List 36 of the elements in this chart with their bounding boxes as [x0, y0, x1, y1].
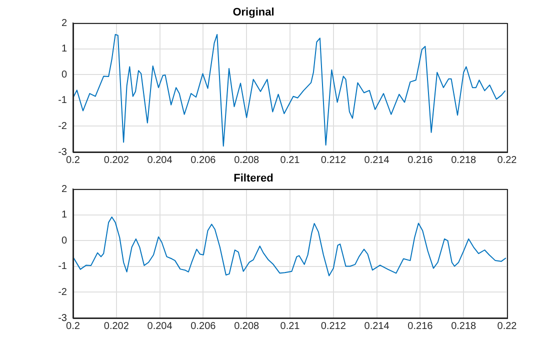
x-tick-label: 0.216 [408, 320, 434, 332]
x-tick-label: 0.21 [280, 320, 300, 332]
x-tick-label: 0.22 [497, 320, 518, 332]
x-tick-label: 0.22 [497, 154, 518, 166]
x-tick-label: 0.21 [280, 154, 300, 166]
x-tick-label: 0.212 [320, 320, 346, 332]
x-tick-label: 0.208 [234, 320, 260, 332]
x-tick-label: 0.212 [320, 154, 346, 166]
y-tick-label: 0 [61, 69, 68, 80]
x-tick-label: 0.208 [234, 154, 260, 166]
chart-title: Filtered [234, 172, 274, 185]
x-tick-label: 0.218 [451, 154, 477, 166]
x-tick-label: 0.2 [66, 154, 80, 166]
y-tick-label: -1 [58, 95, 68, 106]
x-tick-label: 0.214 [364, 154, 390, 166]
y-tick-label: 2 [61, 18, 68, 29]
x-tick-label: 0.202 [104, 320, 130, 332]
y-tick-label: -2 [58, 120, 68, 132]
y-tick-label: -3 [58, 312, 68, 324]
chart-title: Original [232, 6, 274, 19]
y-tick-label: -3 [58, 146, 68, 158]
y-tick-label: 2 [61, 184, 68, 195]
y-tick-label: -1 [58, 261, 68, 272]
x-tick-label: 0.216 [408, 154, 434, 166]
y-tick-label: -2 [58, 286, 68, 298]
y-tick-label: 1 [61, 210, 68, 221]
x-tick-label: 0.218 [451, 320, 477, 332]
x-tick-label: 0.204 [147, 154, 173, 166]
x-tick-label: 0.202 [104, 154, 130, 166]
x-tick-label: 0.2 [66, 320, 80, 332]
y-tick-label: 0 [61, 235, 68, 246]
x-tick-label: 0.206 [190, 320, 216, 332]
x-tick-label: 0.206 [190, 154, 216, 166]
y-tick-label: 1 [61, 44, 68, 55]
x-tick-label: 0.214 [364, 320, 390, 332]
x-tick-label: 0.204 [147, 320, 173, 332]
